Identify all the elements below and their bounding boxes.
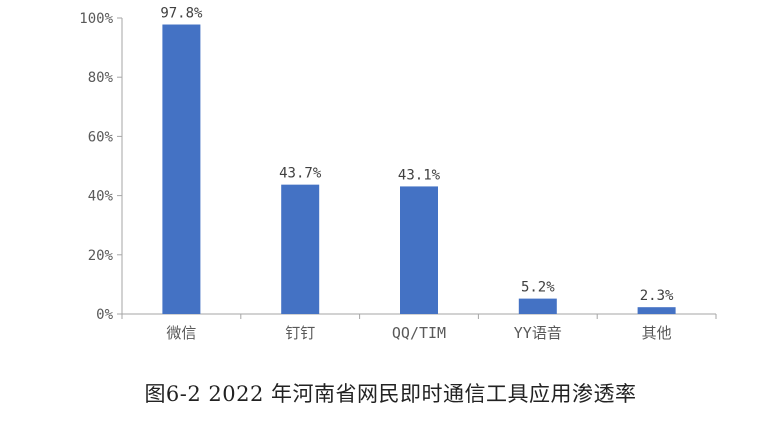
bar-chart: 0% 20% 40% 60% 80% 100% 97.8% 微信 43.7% 钉钉 43.1% QQ/… xyxy=(79,6,717,342)
data-label: 2.3% xyxy=(640,288,674,304)
bar xyxy=(518,298,557,314)
data-label: 97.8% xyxy=(160,6,203,22)
y-tick-label: 40% xyxy=(88,189,114,205)
y-tick-label: 100% xyxy=(79,11,113,27)
y-tick-label: 20% xyxy=(88,248,114,264)
bar xyxy=(637,307,676,314)
data-label: 43.7% xyxy=(279,166,322,182)
x-tick-label: 微信 xyxy=(166,324,196,342)
figure-caption: 图6-2 2022 年河南省网民即时通信工具应用渗透率 xyxy=(144,382,637,406)
bar xyxy=(162,24,201,315)
data-label: 43.1% xyxy=(398,167,441,183)
x-tick-label: 其他 xyxy=(642,324,672,342)
bar xyxy=(281,184,320,314)
y-tick-label: 80% xyxy=(88,70,114,86)
x-tick-label: YY语音 xyxy=(514,324,562,342)
data-label: 5.2% xyxy=(521,280,555,296)
y-tick-label: 60% xyxy=(88,129,114,145)
chart-canvas: 0% 20% 40% 60% 80% 100% 97.8% 微信 43.7% 钉钉 43.1% QQ/… xyxy=(79,6,717,342)
x-tick-label: QQ/TIM xyxy=(392,324,446,342)
x-tick-label: 钉钉 xyxy=(285,324,315,342)
bar xyxy=(400,186,438,314)
y-tick-label: 0% xyxy=(96,307,113,323)
